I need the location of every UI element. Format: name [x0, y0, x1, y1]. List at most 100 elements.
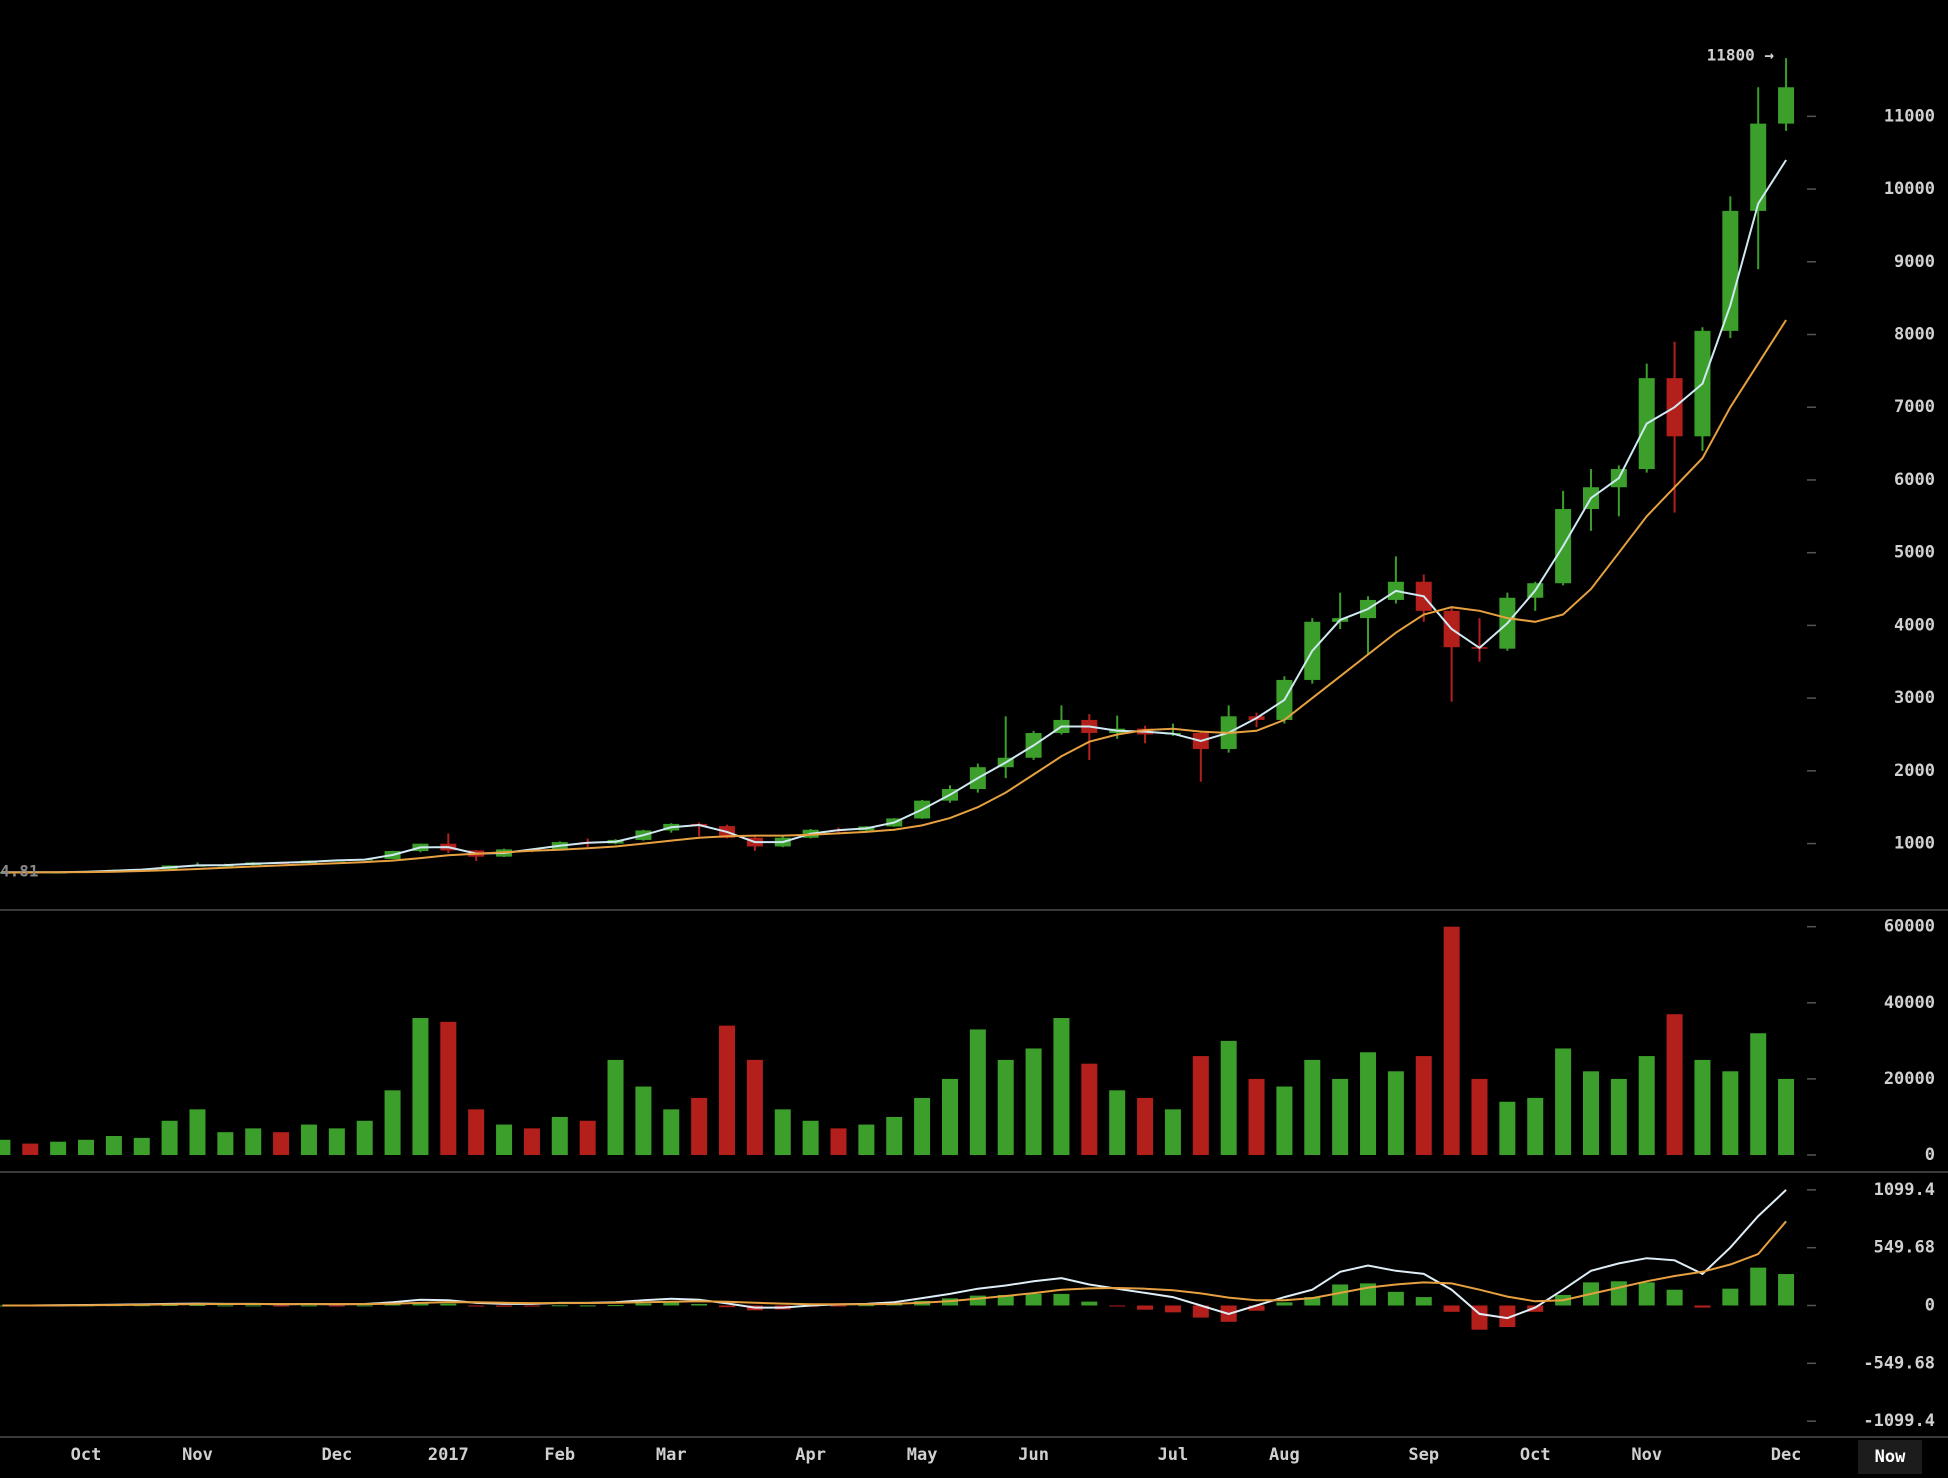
macd-histogram-bar: [1443, 1305, 1460, 1312]
volume-bar: [1360, 1052, 1377, 1156]
macd-histogram-bar: [1332, 1284, 1349, 1306]
volume-bar: [914, 1097, 931, 1156]
macd-histogram-bar: [1415, 1297, 1432, 1306]
volume-bar: [468, 1109, 485, 1156]
moving-average-line: [2, 319, 1787, 874]
volume-bar: [1332, 1078, 1349, 1156]
macd-histogram-bar: [830, 1305, 847, 1307]
y-tick-label: 549.68: [1874, 1238, 1935, 1258]
volume-bar: [1304, 1059, 1321, 1156]
macd-line: [2, 1220, 1787, 1307]
macd-histogram-bar: [273, 1305, 290, 1307]
now-label[interactable]: Now: [1875, 1447, 1906, 1467]
macd-histogram-bar: [1025, 1293, 1042, 1306]
y-tick-label: 4000: [1894, 615, 1935, 635]
volume-bar: [384, 1090, 401, 1156]
y-tick-label: 11000: [1884, 106, 1935, 126]
volume-bar: [1666, 1014, 1683, 1156]
volume-bar: [1192, 1056, 1209, 1156]
volume-bar: [328, 1128, 345, 1156]
volume-bar: [635, 1086, 652, 1156]
macd-histogram-bar: [523, 1305, 540, 1307]
x-tick-label: 2017: [428, 1445, 469, 1465]
macd-histogram-bar: [607, 1305, 624, 1307]
volume-bar: [1443, 926, 1460, 1156]
x-tick-label: Mar: [656, 1445, 687, 1465]
macd-histogram-bar: [1192, 1305, 1209, 1318]
volume-bar: [1109, 1090, 1126, 1156]
macd-histogram-bar: [1081, 1301, 1098, 1306]
y-tick-label: -1099.4: [1863, 1411, 1935, 1431]
macd-histogram-bar: [1164, 1305, 1181, 1313]
volume-bar: [886, 1116, 903, 1156]
volume-bar: [496, 1124, 513, 1156]
macd-histogram-bar: [1053, 1293, 1070, 1306]
volume-bar: [105, 1135, 122, 1156]
candle-body: [1722, 210, 1739, 331]
macd-histogram-bar: [1722, 1288, 1739, 1306]
macd-histogram-bar: [1638, 1282, 1655, 1306]
x-tick-label: Oct: [1520, 1445, 1551, 1465]
y-tick-label: 1000: [1894, 834, 1935, 854]
x-tick-label: Apr: [795, 1445, 826, 1465]
volume-bar: [1582, 1071, 1599, 1156]
volume-bar: [858, 1124, 875, 1156]
volume-bar: [1527, 1097, 1544, 1156]
volume-bar: [412, 1018, 429, 1156]
volume-bar: [78, 1139, 94, 1156]
x-tick-label: Feb: [544, 1445, 575, 1465]
macd-histogram-bar: [1304, 1297, 1321, 1306]
macd-histogram-bar: [635, 1303, 652, 1306]
y-tick-label: 0: [1925, 1145, 1935, 1165]
macd-histogram-bar: [663, 1302, 680, 1306]
x-tick-label: Sep: [1408, 1445, 1439, 1465]
volume-bar: [1555, 1048, 1572, 1156]
x-tick-label: Oct: [71, 1445, 102, 1465]
volume-bar: [1220, 1040, 1237, 1156]
volume-bar: [50, 1141, 67, 1156]
macd-histogram-bar: [440, 1303, 457, 1306]
macd-histogram-bar: [858, 1305, 875, 1307]
volume-bar: [1137, 1097, 1154, 1156]
volume-bar: [1750, 1033, 1767, 1156]
start-price-label: 4.81: [0, 862, 39, 881]
volume-bar: [1610, 1078, 1627, 1156]
volume-bar: [691, 1097, 708, 1156]
volume-bar: [217, 1132, 234, 1156]
volume-bar: [1499, 1101, 1516, 1156]
macd-histogram-bar: [496, 1305, 513, 1307]
y-tick-label: 60000: [1884, 917, 1935, 937]
volume-bar: [161, 1120, 178, 1156]
volume-bar: [1694, 1059, 1711, 1156]
volume-bar: [1164, 1109, 1181, 1156]
volume-bar: [1415, 1056, 1432, 1156]
volume-bar: [746, 1059, 763, 1156]
macd-histogram-bar: [969, 1295, 986, 1306]
volume-bar: [1025, 1048, 1042, 1156]
y-tick-label: 10000: [1884, 179, 1935, 199]
x-tick-label: Dec: [321, 1445, 352, 1465]
volume-bar: [830, 1128, 847, 1156]
macd-histogram-bar: [1610, 1281, 1627, 1306]
candle-body: [1778, 87, 1795, 124]
macd-histogram-bar: [1499, 1305, 1516, 1328]
macd-histogram-bar: [1666, 1289, 1683, 1306]
macd-histogram-bar: [356, 1305, 373, 1307]
macd-histogram-bar: [1750, 1267, 1767, 1306]
macd-histogram-bar: [300, 1305, 317, 1307]
macd-histogram-bar: [1778, 1274, 1795, 1306]
y-tick-label: -549.68: [1863, 1353, 1935, 1373]
y-tick-label: 2000: [1894, 761, 1935, 781]
volume-bar: [579, 1120, 596, 1156]
volume-bar: [997, 1059, 1014, 1156]
volume-bar: [551, 1116, 568, 1156]
moving-average-line: [2, 159, 1787, 874]
macd-histogram-bar: [997, 1294, 1014, 1306]
now-box[interactable]: [1858, 1440, 1922, 1474]
volume-bar: [440, 1021, 457, 1156]
macd-histogram-bar: [719, 1305, 736, 1308]
macd-histogram-bar: [1276, 1302, 1293, 1306]
x-tick-label: Dec: [1771, 1445, 1802, 1465]
